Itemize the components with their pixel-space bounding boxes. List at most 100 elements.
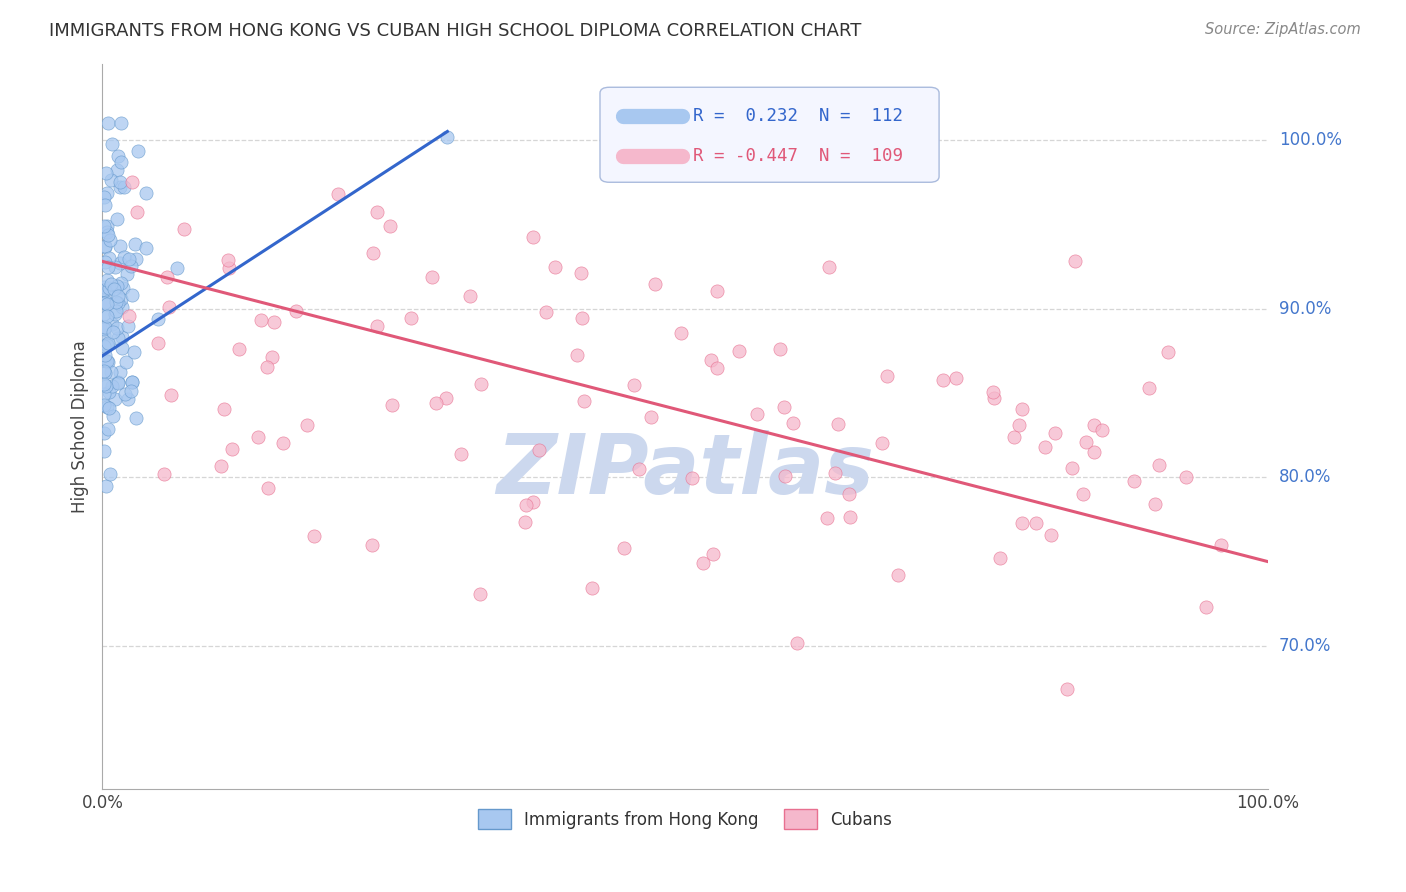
Point [173, 222, 195, 236]
Point [125, 204, 148, 219]
Point [775, 469, 797, 483]
Point [886, 568, 908, 582]
Point [1195, 600, 1218, 615]
Point [103, 282, 125, 296]
Point [115, 268, 138, 282]
Point [700, 352, 723, 367]
Point [125, 252, 148, 267]
Point [1008, 417, 1031, 432]
Point [381, 398, 404, 412]
Point [111, 280, 134, 294]
Point [827, 417, 849, 432]
Point [110, 116, 132, 130]
Point [218, 260, 240, 275]
Point [160, 388, 183, 402]
Point [247, 430, 270, 444]
Point [166, 260, 188, 275]
Point [378, 219, 401, 233]
Point [250, 313, 273, 327]
Point [110, 293, 132, 307]
Point [146, 336, 169, 351]
Point [117, 319, 139, 334]
Point [571, 310, 593, 325]
Point [260, 350, 283, 364]
Point [117, 392, 139, 406]
Point [121, 375, 143, 389]
Text: IMMIGRANTS FROM HONG KONG VS CUBAN HIGH SCHOOL DIPLOMA CORRELATION CHART: IMMIGRANTS FROM HONG KONG VS CUBAN HIGH … [49, 22, 862, 40]
Point [769, 342, 792, 356]
Point [702, 547, 724, 561]
Point [221, 442, 243, 457]
Point [100, 366, 122, 380]
Point [112, 180, 135, 194]
Point [1056, 682, 1078, 697]
Point [436, 129, 458, 144]
Point [1071, 487, 1094, 501]
Point [107, 289, 129, 303]
Point [105, 320, 128, 334]
Point [1062, 460, 1084, 475]
Point [94, 338, 117, 352]
Point [1043, 425, 1066, 440]
Point [110, 276, 132, 290]
Point [112, 250, 135, 264]
Point [515, 499, 537, 513]
Point [981, 385, 1004, 400]
Point [93, 398, 115, 412]
Point [153, 467, 176, 481]
Point [361, 245, 384, 260]
Point [876, 368, 898, 383]
Point [94, 479, 117, 493]
Legend: Immigrants from Hong Kong, Cubans: Immigrants from Hong Kong, Cubans [471, 803, 898, 835]
Point [94, 320, 117, 334]
Point [93, 444, 115, 458]
Point [838, 509, 860, 524]
Point [111, 341, 134, 355]
Point [1002, 430, 1025, 444]
Point [118, 252, 141, 266]
Text: 90.0%: 90.0% [1279, 300, 1331, 318]
FancyBboxPatch shape [600, 87, 939, 182]
Point [97, 384, 120, 399]
Point [945, 371, 967, 385]
Point [96, 166, 118, 180]
Point [256, 359, 278, 374]
Point [628, 462, 651, 476]
Point [110, 175, 132, 189]
Point [94, 198, 117, 212]
Point [366, 204, 388, 219]
Point [644, 277, 666, 291]
Point [104, 260, 127, 275]
Point [98, 233, 121, 247]
Point [94, 348, 117, 362]
Point [122, 344, 145, 359]
Point [529, 443, 551, 458]
Point [983, 391, 1005, 405]
Point [97, 116, 120, 130]
Point [565, 348, 588, 362]
Point [121, 375, 143, 389]
Point [295, 417, 318, 432]
Point [366, 319, 388, 334]
Point [513, 516, 536, 530]
Point [135, 186, 157, 200]
Point [93, 320, 115, 334]
Point [93, 339, 115, 353]
Point [1157, 345, 1180, 359]
Point [470, 587, 492, 601]
Point [97, 285, 120, 300]
Point [105, 279, 128, 293]
Point [93, 386, 115, 401]
Point [98, 467, 121, 482]
Point [458, 289, 481, 303]
Point [101, 378, 124, 392]
Point [304, 529, 326, 543]
Point [93, 307, 115, 321]
Point [96, 219, 118, 233]
Point [399, 310, 422, 325]
Point [228, 342, 250, 356]
Point [420, 269, 443, 284]
Point [425, 396, 447, 410]
Point [93, 328, 115, 343]
Point [1175, 469, 1198, 483]
